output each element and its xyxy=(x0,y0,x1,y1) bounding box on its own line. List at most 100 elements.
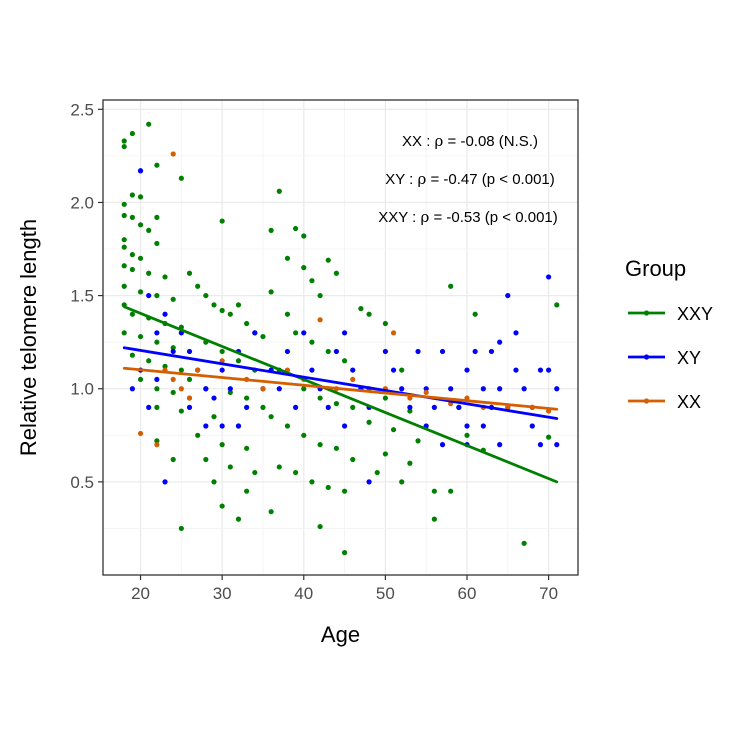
data-point-xx xyxy=(170,151,176,157)
data-point-xxy xyxy=(448,488,454,494)
data-point-xy xyxy=(276,386,282,392)
legend: Group XXY XY XX xyxy=(625,256,713,412)
data-point-xxy xyxy=(227,311,233,317)
data-point-xy xyxy=(554,386,560,392)
data-point-xxy xyxy=(154,339,160,345)
data-point-xx xyxy=(423,389,429,396)
data-point-xxy xyxy=(137,376,144,383)
data-point-xy xyxy=(497,339,503,345)
data-point-xy xyxy=(448,386,454,392)
data-point-xxy xyxy=(137,222,144,228)
data-point-xy xyxy=(203,386,209,392)
data-point-xy xyxy=(244,404,250,410)
legend-entry-xxy: XXY xyxy=(628,304,713,324)
y-tick-label: 2.0 xyxy=(70,193,94,212)
data-point-xxy xyxy=(121,143,127,150)
data-point-xx xyxy=(219,358,225,364)
data-point-xxy xyxy=(235,302,242,308)
data-point-xy xyxy=(203,423,209,429)
data-point-xy xyxy=(554,442,560,448)
data-point-xxy xyxy=(293,225,299,232)
data-point-xxy xyxy=(407,408,413,414)
data-point-xxy xyxy=(358,306,364,312)
data-point-xxy xyxy=(129,192,135,198)
data-point-xxy xyxy=(260,404,266,410)
data-point-xy xyxy=(162,479,168,485)
annotation-xxy: XXY : ρ = -0.53 (p < 0.001) xyxy=(378,208,558,226)
data-point-xxy xyxy=(244,445,250,451)
data-point-xxy xyxy=(317,523,323,530)
data-point-xy xyxy=(382,348,388,355)
data-point-xy xyxy=(480,423,486,429)
data-point-xxy xyxy=(235,358,242,364)
data-point-xxy xyxy=(268,509,274,515)
data-point-xxy xyxy=(154,214,160,220)
data-point-xx xyxy=(390,330,397,336)
x-tick-label: 50 xyxy=(376,584,395,603)
data-point-xxy xyxy=(284,423,291,429)
data-point-xxy xyxy=(129,130,135,137)
data-point-xy xyxy=(407,404,413,410)
data-point-xy xyxy=(186,348,193,355)
data-point-xy xyxy=(505,292,511,299)
data-point-xy xyxy=(325,404,331,410)
data-point-xxy xyxy=(129,266,135,273)
data-point-xy xyxy=(537,442,544,448)
y-tick-label: 2.5 xyxy=(70,100,94,119)
data-point-xy xyxy=(472,348,478,355)
legend-title: Group xyxy=(625,256,686,281)
data-point-xxy xyxy=(219,442,225,448)
data-point-xxy xyxy=(431,516,437,522)
data-point-xy xyxy=(186,404,193,410)
data-point-xxy xyxy=(162,363,168,369)
data-point-xxy xyxy=(137,333,144,340)
y-tick-label: 1.5 xyxy=(70,287,94,306)
data-point-xy xyxy=(546,367,552,373)
data-point-xxy xyxy=(325,484,331,491)
data-point-xy xyxy=(333,348,340,355)
y-axis-title: Relative telomere length xyxy=(16,219,41,456)
data-point-xx xyxy=(317,317,323,323)
data-point-xxy xyxy=(219,503,225,509)
data-point-xy xyxy=(497,442,503,448)
data-point-xxy xyxy=(121,138,127,144)
data-point-xy xyxy=(488,348,495,355)
y-tick-label: 1.0 xyxy=(70,380,94,399)
data-point-xxy xyxy=(154,292,160,299)
annotation-xx: XX : ρ = -0.08 (N.S.) xyxy=(402,132,538,150)
data-point-xxy xyxy=(301,386,307,392)
data-point-xxy xyxy=(170,456,176,463)
data-point-xy xyxy=(529,423,535,429)
data-point-xxy xyxy=(284,255,291,261)
panel-border xyxy=(102,99,579,576)
data-point-xy xyxy=(456,404,462,410)
data-point-xxy xyxy=(154,404,160,410)
data-point-xxy xyxy=(333,445,340,451)
data-point-xxy xyxy=(317,395,323,401)
data-point-xxy xyxy=(293,330,299,336)
data-point-xy xyxy=(146,404,152,410)
data-point-xxy xyxy=(146,227,152,233)
data-point-xy xyxy=(464,367,470,373)
legend-key-point xyxy=(643,398,650,404)
annotation-xy: XY : ρ = -0.47 (p < 0.001) xyxy=(385,170,555,188)
data-point-xxy xyxy=(154,162,160,168)
data-point-xxy xyxy=(170,296,176,302)
data-point-xxy xyxy=(464,432,470,438)
data-point-xxy xyxy=(325,257,331,263)
data-point-xxy xyxy=(333,270,340,276)
data-point-xxy xyxy=(154,240,160,247)
data-point-xxy xyxy=(317,292,323,299)
data-point-xxy xyxy=(309,278,315,284)
x-tick-label: 70 xyxy=(539,584,558,603)
data-point-xy xyxy=(154,376,160,383)
data-point-xxy xyxy=(276,188,282,194)
data-point-xxy xyxy=(341,358,348,364)
data-point-xxy xyxy=(186,270,193,276)
legend-label: XXY xyxy=(677,304,713,324)
data-point-xy xyxy=(423,386,429,392)
data-point-xxy xyxy=(195,432,201,438)
data-point-xx xyxy=(260,386,266,392)
data-point-xx xyxy=(137,430,144,437)
